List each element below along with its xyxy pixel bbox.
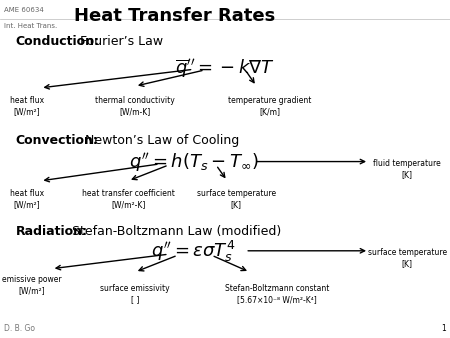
Text: temperature gradient
[K/m]: temperature gradient [K/m] [228, 96, 312, 116]
Text: heat transfer coefficient
[W/m²-K]: heat transfer coefficient [W/m²-K] [82, 189, 175, 209]
Text: $q''= \varepsilon\sigma T_s^4$: $q''= \varepsilon\sigma T_s^4$ [151, 239, 236, 264]
Text: thermal conductivity
[W/m-K]: thermal conductivity [W/m-K] [95, 96, 175, 116]
Text: Stefan-Boltzmann Law (modified): Stefan-Boltzmann Law (modified) [68, 225, 281, 238]
Text: surface emissivity
[ ]: surface emissivity [ ] [100, 284, 170, 304]
Text: D. B. Go: D. B. Go [4, 324, 36, 333]
Text: Stefan-Boltzmann constant
[5.67×10⁻⁸ W/m²-K⁴]: Stefan-Boltzmann constant [5.67×10⁻⁸ W/m… [225, 284, 329, 304]
Text: Int. Heat Trans.: Int. Heat Trans. [4, 23, 58, 29]
Text: surface temperature
[K]: surface temperature [K] [368, 248, 447, 268]
Text: Convection:: Convection: [16, 134, 99, 146]
Text: surface temperature
[K]: surface temperature [K] [197, 189, 276, 209]
Text: AME 60634: AME 60634 [4, 7, 44, 14]
Text: 1: 1 [441, 324, 446, 333]
Text: $\overline{q}'' = -k\nabla T$: $\overline{q}'' = -k\nabla T$ [175, 57, 275, 78]
Text: $q'' = h(T_s - T_\infty)$: $q'' = h(T_s - T_\infty)$ [129, 151, 258, 174]
Text: emissive power
[W/m²]: emissive power [W/m²] [2, 275, 61, 295]
Text: Radiation:: Radiation: [16, 225, 88, 238]
Text: heat flux
[W/m²]: heat flux [W/m²] [10, 189, 44, 209]
Text: Fourier’s Law: Fourier’s Law [76, 35, 164, 48]
Text: heat flux
[W/m²]: heat flux [W/m²] [10, 96, 44, 116]
Text: fluid temperature
[K]: fluid temperature [K] [374, 159, 441, 179]
Text: Newton’s Law of Cooling: Newton’s Law of Cooling [81, 134, 239, 146]
Text: Conduction:: Conduction: [16, 35, 100, 48]
Text: Heat Transfer Rates: Heat Transfer Rates [74, 7, 275, 25]
